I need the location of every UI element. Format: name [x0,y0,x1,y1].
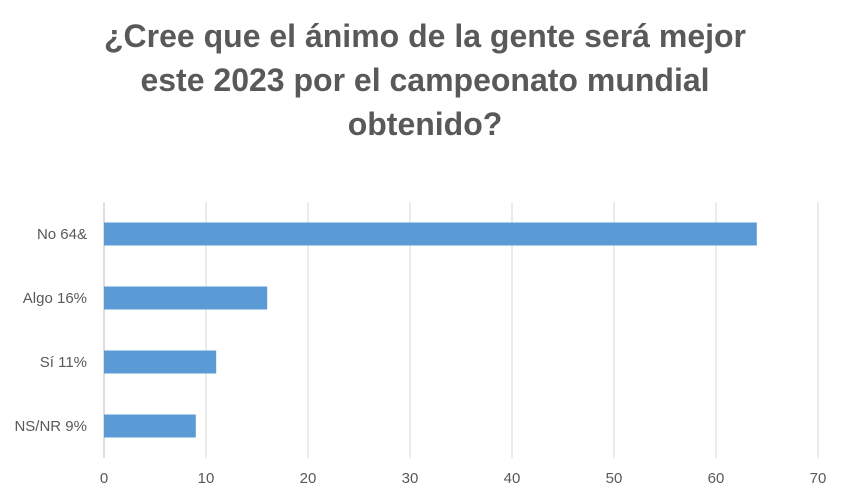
chart-title-line-3: obtenido? [347,106,503,142]
x-tick-label: 50 [606,470,623,487]
bar [104,350,217,374]
bars [104,222,757,438]
x-tick-labels: 0 10 20 30 40 50 60 70 [100,470,827,487]
x-tick-label: 40 [504,470,521,487]
category-labels: No 64&Algo 16% Sí 11% NS/NR 9% [14,226,87,435]
category-label: Sí 11% [40,354,87,371]
x-tick-label: 0 [100,470,108,487]
bar [104,286,268,310]
chart-title: ¿Cree que el ánimo de la gente será mejo… [80,14,770,146]
category-label: NS/NR 9% [14,418,87,435]
x-tick-label: 10 [198,470,215,487]
bar [104,222,757,246]
chart-title-line-1: ¿Cree que el ánimo de la gente será mejo… [104,18,746,54]
x-tick-label: 70 [810,470,827,487]
chart-title-line-2: este 2023 por el campeonato mundial [140,62,710,98]
category-label: Algo 16% [23,290,87,307]
category-label: No 64& [37,226,87,243]
x-tick-label: 60 [708,470,725,487]
x-tick-label: 30 [402,470,419,487]
bar [104,414,196,438]
x-tick-label: 20 [300,470,317,487]
